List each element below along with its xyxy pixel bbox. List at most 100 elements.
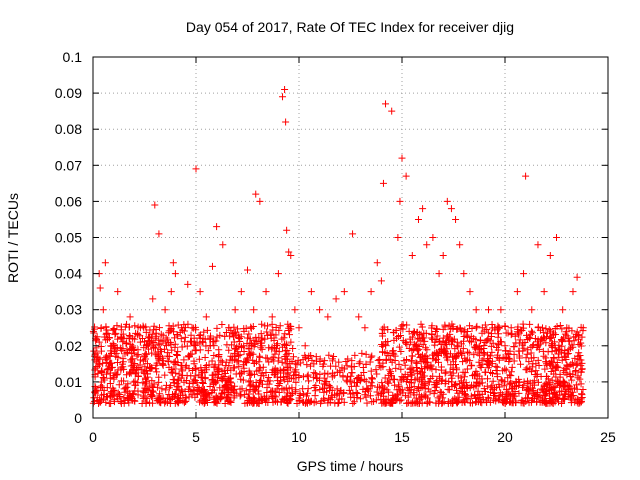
data-point <box>245 330 253 338</box>
data-point <box>368 398 376 406</box>
data-point <box>376 356 384 364</box>
data-point-outlier <box>282 118 290 126</box>
data-point <box>235 363 243 371</box>
data-point <box>432 366 440 374</box>
data-point <box>100 376 108 384</box>
data-point <box>167 327 175 335</box>
data-point <box>439 394 447 402</box>
data-point <box>148 349 156 357</box>
data-point <box>375 362 383 370</box>
data-point <box>562 388 570 396</box>
data-point <box>427 375 435 383</box>
data-point <box>103 370 111 378</box>
data-point <box>568 327 576 335</box>
data-point <box>202 392 210 400</box>
data-point-outlier <box>114 288 122 296</box>
data-point <box>501 399 509 407</box>
data-point <box>239 361 247 369</box>
data-point <box>495 383 503 391</box>
data-point <box>112 329 120 337</box>
data-point <box>232 331 240 339</box>
data-point <box>246 377 254 385</box>
data-point <box>395 360 403 368</box>
data-point <box>267 388 275 396</box>
data-point <box>433 350 441 358</box>
data-point <box>328 391 336 399</box>
data-point <box>372 366 380 374</box>
data-point <box>144 337 152 345</box>
data-point <box>481 387 489 395</box>
data-point <box>555 341 563 349</box>
data-point <box>575 356 583 364</box>
data-point-outlier <box>126 313 134 321</box>
data-point <box>499 367 507 375</box>
data-point <box>430 390 438 398</box>
data-point <box>111 387 119 395</box>
data-point-outlier <box>540 288 548 296</box>
data-point-outlier <box>237 288 245 296</box>
data-point <box>226 397 234 405</box>
data-point <box>472 324 480 332</box>
data-point <box>202 361 210 369</box>
data-point <box>313 374 321 382</box>
data-point <box>127 369 135 377</box>
data-point <box>432 335 440 343</box>
data-point <box>126 345 134 353</box>
data-point <box>333 368 341 376</box>
data-point <box>128 358 136 366</box>
data-point <box>435 372 443 380</box>
data-point <box>157 336 165 344</box>
data-point <box>93 335 101 343</box>
data-point <box>530 354 538 362</box>
data-point <box>558 348 566 356</box>
data-point-outlier <box>414 215 422 223</box>
data-point <box>550 355 558 363</box>
data-point <box>165 391 173 399</box>
data-point <box>91 323 99 331</box>
data-point <box>155 378 163 386</box>
data-point <box>512 397 520 405</box>
data-point <box>94 354 102 362</box>
data-point <box>367 379 375 387</box>
data-point <box>121 388 129 396</box>
data-point <box>270 392 278 400</box>
data-point <box>337 386 345 394</box>
data-point <box>265 394 273 402</box>
data-point <box>549 384 557 392</box>
data-point <box>243 334 251 342</box>
data-point <box>381 374 389 382</box>
data-point <box>502 386 510 394</box>
data-point <box>350 379 358 387</box>
data-point <box>506 392 514 400</box>
data-point-outlier <box>285 248 293 256</box>
data-point <box>560 395 568 403</box>
data-point <box>406 365 414 373</box>
data-point-outlier <box>528 306 536 314</box>
data-point <box>412 359 420 367</box>
data-point <box>302 354 310 362</box>
data-point <box>172 369 180 377</box>
data-point <box>121 323 129 331</box>
data-point <box>551 324 559 332</box>
data-point <box>199 380 207 387</box>
data-point <box>508 363 516 371</box>
data-point <box>448 320 456 328</box>
data-point-outlier <box>283 226 291 234</box>
data-point <box>303 361 311 369</box>
data-point <box>428 322 436 330</box>
data-point <box>192 347 200 355</box>
data-point <box>202 342 210 350</box>
data-point <box>257 394 265 402</box>
data-point <box>545 326 553 334</box>
data-point <box>424 362 432 370</box>
data-point <box>431 386 439 394</box>
data-point <box>501 323 509 331</box>
data-point <box>164 349 172 357</box>
data-point-outlier <box>184 280 192 288</box>
data-point <box>467 332 475 340</box>
data-point <box>212 379 220 387</box>
data-point <box>439 390 447 398</box>
data-point <box>547 341 555 349</box>
data-point-outlier <box>143 342 151 350</box>
data-point <box>522 397 530 405</box>
